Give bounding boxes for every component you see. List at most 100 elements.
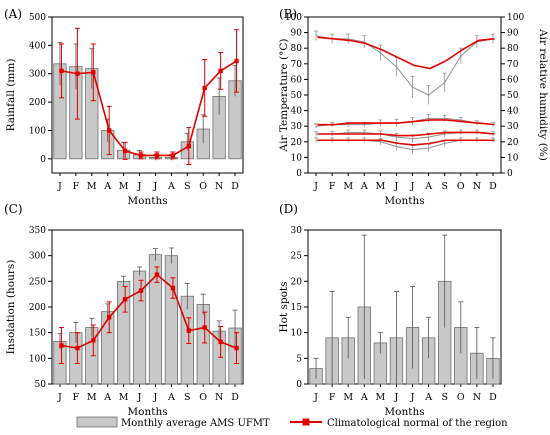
climatological-normal-point (107, 315, 112, 320)
x-axis-label: Months (384, 406, 424, 418)
y-axis-label: Air Temperature (°C) (278, 39, 290, 153)
month-label: A (103, 181, 111, 192)
climatological-normal-point (122, 148, 128, 154)
legend-line-marker (302, 418, 310, 426)
y-tick-label: 70 (291, 60, 303, 70)
tmax-normal-series-line (317, 119, 495, 126)
climatological-normal-point (59, 68, 64, 74)
climatological-normal-point (202, 85, 207, 91)
y-tick-label: 300 (29, 70, 46, 80)
panel-letter: (B) (279, 7, 297, 21)
month-label: J (153, 392, 158, 403)
y-tick-label: 0 (296, 380, 302, 390)
y2-tick-label: 70 (507, 60, 519, 70)
climatological-normal-point (91, 338, 96, 343)
y-tick-label: 60 (291, 75, 303, 85)
y-tick-label: 5 (296, 354, 302, 364)
y2-tick-label: 0 (507, 169, 513, 179)
y-tick-label: 350 (29, 226, 46, 236)
month-label: A (360, 392, 368, 403)
month-label: M (87, 181, 97, 192)
y-axis-label: Hot spots (278, 281, 290, 332)
y-tick-label: 100 (29, 354, 46, 364)
climatological-normal-point (138, 153, 144, 158)
month-label: A (167, 181, 175, 192)
y2-tick-label: 10 (507, 153, 519, 163)
month-label: M (343, 392, 353, 403)
month-label: A (167, 392, 175, 403)
plot-frame (307, 16, 502, 174)
month-label: O (457, 392, 465, 403)
y-tick-label: 20 (291, 277, 303, 287)
month-label: S (184, 181, 191, 192)
month-label: N (473, 181, 481, 192)
legend-bar-label: Monthly average AMS UFMT (121, 418, 270, 429)
plot-frame (51, 16, 244, 174)
month-label: F (329, 392, 336, 403)
y-tick-label: 500 (29, 13, 46, 23)
x-axis-label: Months (384, 195, 424, 207)
y-tick-label: 300 (29, 252, 46, 262)
y2-tick-label: 60 (507, 75, 519, 85)
climatological-normal-point (234, 58, 239, 64)
climatological-normal-point (91, 70, 96, 75)
climatological-normal-point (154, 153, 160, 158)
month-label: D (231, 181, 239, 192)
month-label: S (441, 392, 448, 403)
month-label: A (424, 181, 432, 192)
y2-tick-label: 80 (507, 44, 519, 54)
y-axis-label: Insolation (hours) (5, 260, 17, 355)
month-label: N (215, 392, 223, 403)
month-label: O (199, 181, 207, 192)
month-label: J (57, 181, 62, 192)
humidity-station-series-line (315, 35, 494, 96)
month-label: F (73, 181, 80, 192)
y-tick-label: 10 (291, 329, 303, 339)
y-tick-label: 25 (291, 252, 303, 262)
month-label: D (489, 181, 497, 192)
y-tick-label: 50 (35, 380, 47, 390)
month-label: J (137, 392, 142, 403)
y2-tick-label: 90 (507, 29, 519, 39)
month-label: O (199, 392, 207, 403)
month-label: N (215, 181, 223, 192)
month-label: S (441, 181, 448, 192)
climatological-normal-point (138, 288, 144, 293)
y-tick-label: 250 (29, 277, 46, 287)
bar (196, 304, 210, 385)
month-label: D (489, 392, 497, 403)
y-tick-label: 40 (291, 107, 303, 117)
tmin-station-series-line (316, 139, 493, 151)
legend-bar-swatch (76, 416, 118, 428)
month-label: F (73, 392, 80, 403)
panel-letter: (A) (4, 7, 22, 21)
month-label: A (360, 181, 368, 192)
month-label: M (119, 181, 129, 192)
month-label: J (137, 181, 142, 192)
y2-tick-label: 20 (507, 138, 519, 148)
climatological-normal-point (186, 328, 191, 333)
climatological-normal-series-line (61, 273, 237, 349)
climatological-normal-point (170, 285, 176, 291)
bar (164, 255, 178, 385)
y-tick-label: 30 (291, 226, 303, 236)
y-tick-label: 0 (40, 155, 46, 165)
climatological-normal-series-line (61, 60, 237, 157)
month-label: J (394, 181, 399, 192)
y2-tick-label: 50 (507, 91, 519, 101)
y-tick-label: 100 (29, 126, 46, 136)
y-tick-label: 100 (285, 13, 302, 23)
y-tick-label: 15 (291, 303, 303, 313)
tmean-normal-series-line (317, 131, 495, 137)
month-label: S (184, 392, 191, 403)
climatological-normal-point (75, 71, 80, 76)
month-label: J (313, 181, 318, 192)
panel-letter: (C) (4, 202, 23, 216)
legend-line-label: Climatological normal of the region (327, 418, 508, 429)
legend: Monthly average AMS UFMT Climatological … (76, 416, 508, 429)
y2-axis-label: Air relative humidity (%) (537, 28, 549, 161)
month-label: J (57, 392, 62, 403)
